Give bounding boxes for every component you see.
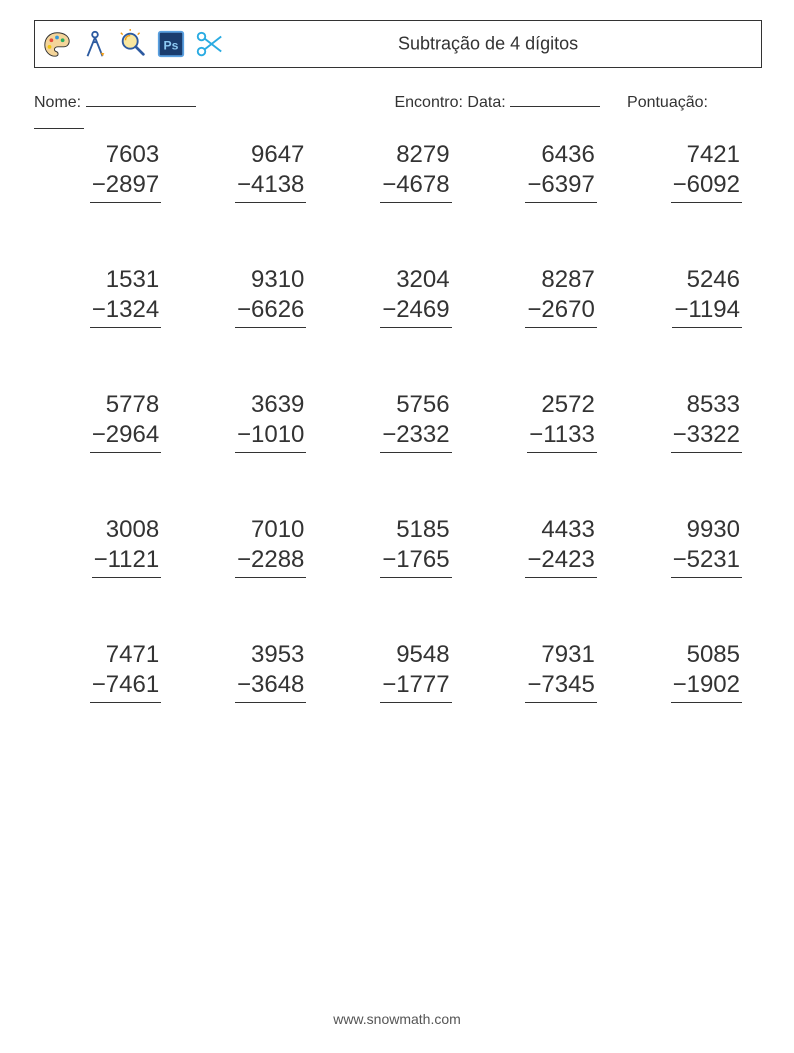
problem: 8533−3322	[615, 390, 760, 453]
subtrahend: −2670	[525, 295, 596, 328]
scissors-icon	[193, 28, 225, 60]
subtrahend: −2897	[90, 170, 161, 203]
subtrahend: −3648	[235, 670, 306, 703]
problem: 7471−7461	[34, 640, 179, 703]
problem: 7603−2897	[34, 140, 179, 203]
subtrahend: −3322	[671, 420, 742, 453]
problem: 1531−1324	[34, 265, 179, 328]
subtrahend: −1194	[672, 295, 742, 328]
name-blank[interactable]	[86, 90, 196, 107]
problem: 4433−2423	[470, 515, 615, 578]
subtrahend: −4678	[380, 170, 451, 203]
worksheet-title: Subtração de 4 dígitos	[398, 34, 578, 55]
problem: 5185−1765	[324, 515, 469, 578]
minuend: 9548	[380, 640, 451, 670]
subtrahend: −1010	[235, 420, 306, 453]
minuend: 9930	[671, 515, 742, 545]
date-label: Encontro: Data:	[394, 94, 505, 111]
info-row: Nome: Encontro: Data: Pontuação:	[34, 90, 760, 134]
subtrahend: −1902	[671, 670, 742, 703]
problem: 3639−1010	[179, 390, 324, 453]
problems-grid: 7603−28979647−41388279−46786436−63977421…	[34, 140, 760, 703]
subtrahend: −6397	[525, 170, 596, 203]
problem: 6436−6397	[470, 140, 615, 203]
subtrahend: −6092	[671, 170, 742, 203]
minuend: 3008	[92, 515, 162, 545]
magnifier-bulb-icon	[117, 28, 149, 60]
subtrahend: −2469	[380, 295, 451, 328]
problem: 8287−2670	[470, 265, 615, 328]
subtrahend: −2332	[380, 420, 451, 453]
name-label: Nome:	[34, 94, 81, 111]
svg-text:Ps: Ps	[164, 39, 179, 53]
minuend: 5778	[90, 390, 161, 420]
subtrahend: −6626	[235, 295, 306, 328]
problem: 8279−4678	[324, 140, 469, 203]
problem: 3008−1121	[34, 515, 179, 578]
minuend: 3639	[235, 390, 306, 420]
minuend: 8533	[671, 390, 742, 420]
subtrahend: −1777	[380, 670, 451, 703]
header-box: Ps Subtração de 4 dígitos	[34, 20, 762, 68]
problem: 5778−2964	[34, 390, 179, 453]
palette-icon	[41, 28, 73, 60]
subtrahend: −7345	[525, 670, 596, 703]
problem: 9310−6626	[179, 265, 324, 328]
minuend: 7421	[671, 140, 742, 170]
subtrahend: −1324	[90, 295, 161, 328]
ps-icon: Ps	[155, 28, 187, 60]
minuend: 4433	[525, 515, 596, 545]
footer-url: www.snowmath.com	[0, 1011, 794, 1027]
minuend: 2572	[527, 390, 597, 420]
subtrahend: −1765	[380, 545, 451, 578]
compass-icon	[79, 28, 111, 60]
problem: 3204−2469	[324, 265, 469, 328]
minuend: 7603	[90, 140, 161, 170]
minuend: 5085	[671, 640, 742, 670]
score-blank[interactable]	[34, 112, 84, 129]
minuend: 7471	[90, 640, 161, 670]
problem: 7421−6092	[615, 140, 760, 203]
minuend: 5246	[672, 265, 742, 295]
problem: 9930−5231	[615, 515, 760, 578]
problem: 7010−2288	[179, 515, 324, 578]
minuend: 3953	[235, 640, 306, 670]
minuend: 8279	[380, 140, 451, 170]
subtrahend: −1121	[92, 545, 162, 578]
subtrahend: −7461	[90, 670, 161, 703]
problem: 5085−1902	[615, 640, 760, 703]
minuend: 6436	[525, 140, 596, 170]
minuend: 3204	[380, 265, 451, 295]
minuend: 5756	[380, 390, 451, 420]
problem: 9548−1777	[324, 640, 469, 703]
minuend: 5185	[380, 515, 451, 545]
minuend: 9310	[235, 265, 306, 295]
minuend: 7931	[525, 640, 596, 670]
problem: 3953−3648	[179, 640, 324, 703]
subtrahend: −1133	[527, 420, 597, 453]
problem: 5246−1194	[615, 265, 760, 328]
minuend: 7010	[235, 515, 306, 545]
subtrahend: −2423	[525, 545, 596, 578]
subtrahend: −2964	[90, 420, 161, 453]
minuend: 1531	[90, 265, 161, 295]
problem: 7931−7345	[470, 640, 615, 703]
date-blank[interactable]	[510, 90, 600, 107]
problem: 9647−4138	[179, 140, 324, 203]
problem: 5756−2332	[324, 390, 469, 453]
subtrahend: −4138	[235, 170, 306, 203]
minuend: 8287	[525, 265, 596, 295]
problem: 2572−1133	[470, 390, 615, 453]
subtrahend: −5231	[671, 545, 742, 578]
subtrahend: −2288	[235, 545, 306, 578]
score-label: Pontuação:	[627, 94, 708, 111]
icon-row: Ps	[35, 28, 225, 60]
minuend: 9647	[235, 140, 306, 170]
